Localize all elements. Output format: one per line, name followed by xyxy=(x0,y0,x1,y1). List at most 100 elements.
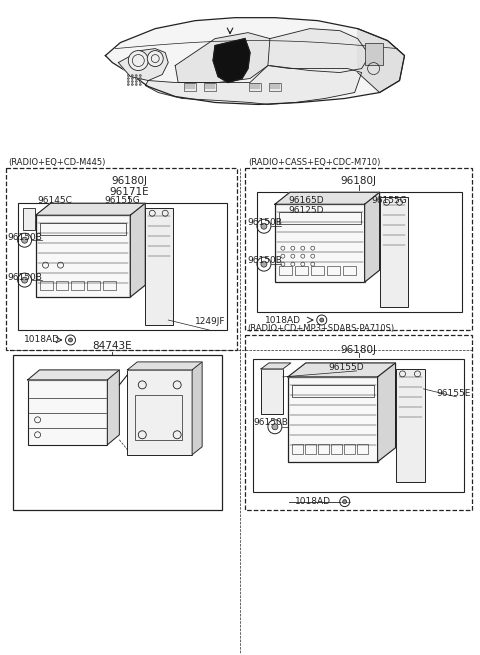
Text: 96180J: 96180J xyxy=(111,176,147,186)
Bar xyxy=(18,203,227,330)
Circle shape xyxy=(139,77,141,79)
Bar xyxy=(253,359,464,492)
Circle shape xyxy=(132,84,133,86)
Text: 96155G: 96155G xyxy=(372,196,408,205)
Bar xyxy=(28,380,108,445)
Circle shape xyxy=(132,81,133,83)
Polygon shape xyxy=(275,193,380,204)
Polygon shape xyxy=(106,18,405,105)
Text: 96150B: 96150B xyxy=(8,272,43,282)
Polygon shape xyxy=(358,29,405,92)
Bar xyxy=(87,281,100,290)
Bar xyxy=(275,204,365,282)
Polygon shape xyxy=(28,370,120,380)
Bar xyxy=(6,168,237,350)
Polygon shape xyxy=(261,363,291,369)
Text: 84743E: 84743E xyxy=(93,341,132,351)
Polygon shape xyxy=(192,362,202,455)
Text: 96150B: 96150B xyxy=(247,217,282,227)
Bar xyxy=(357,443,368,454)
Bar xyxy=(39,223,126,235)
Circle shape xyxy=(261,223,267,229)
Bar xyxy=(135,395,182,440)
Text: 96150B: 96150B xyxy=(247,255,282,265)
Text: 96150B: 96150B xyxy=(8,233,43,242)
Circle shape xyxy=(135,81,137,83)
Circle shape xyxy=(139,84,141,86)
Circle shape xyxy=(261,261,267,267)
Circle shape xyxy=(22,237,28,243)
Bar xyxy=(36,215,130,297)
Bar xyxy=(249,83,261,90)
Bar xyxy=(311,266,324,275)
Polygon shape xyxy=(378,363,396,462)
Bar xyxy=(365,43,383,65)
Text: 96155E: 96155E xyxy=(436,389,470,398)
Text: 1249JF: 1249JF xyxy=(194,317,225,326)
Text: 96150B: 96150B xyxy=(253,419,288,427)
Bar xyxy=(292,443,303,454)
Bar xyxy=(292,385,373,397)
Text: 1018AD: 1018AD xyxy=(24,335,60,345)
Bar xyxy=(288,377,378,462)
Polygon shape xyxy=(213,39,250,83)
Bar xyxy=(318,443,329,454)
Bar xyxy=(331,443,342,454)
Text: (RADIO+CD+MP3+SDARS-PA710S): (RADIO+CD+MP3+SDARS-PA710S) xyxy=(247,324,394,333)
Bar xyxy=(245,335,472,510)
Bar xyxy=(23,208,35,230)
Text: 1018AD: 1018AD xyxy=(265,316,301,324)
Bar xyxy=(103,281,116,290)
Circle shape xyxy=(127,75,129,77)
Bar xyxy=(344,443,355,454)
Text: 96155D: 96155D xyxy=(329,363,364,372)
Bar xyxy=(269,83,281,90)
Bar xyxy=(56,281,69,290)
Bar xyxy=(145,208,173,325)
Bar xyxy=(305,443,316,454)
Text: 96165D: 96165D xyxy=(289,196,324,205)
Circle shape xyxy=(139,75,141,77)
Circle shape xyxy=(135,75,137,77)
Text: (RADIO+EQ+CD-M445): (RADIO+EQ+CD-M445) xyxy=(9,159,106,167)
Circle shape xyxy=(127,77,129,79)
Text: 96145C: 96145C xyxy=(37,196,72,205)
Polygon shape xyxy=(288,363,396,377)
Bar xyxy=(204,83,216,90)
Polygon shape xyxy=(175,33,270,83)
Circle shape xyxy=(127,84,129,86)
Polygon shape xyxy=(119,48,168,81)
Text: 96125D: 96125D xyxy=(289,206,324,215)
Bar xyxy=(72,281,84,290)
Bar xyxy=(257,193,462,312)
Circle shape xyxy=(147,50,163,67)
Text: 96180J: 96180J xyxy=(341,176,377,186)
Bar xyxy=(184,83,196,90)
Circle shape xyxy=(132,75,133,77)
Polygon shape xyxy=(108,370,120,445)
Bar xyxy=(127,370,192,455)
Polygon shape xyxy=(36,203,145,215)
Circle shape xyxy=(135,84,137,86)
Circle shape xyxy=(272,424,278,430)
Bar xyxy=(396,369,425,481)
Text: 96155G: 96155G xyxy=(105,196,140,205)
Circle shape xyxy=(132,77,133,79)
Polygon shape xyxy=(127,362,202,370)
Text: 96171E: 96171E xyxy=(109,187,149,197)
Polygon shape xyxy=(145,66,361,105)
Circle shape xyxy=(69,338,72,342)
Bar xyxy=(12,355,222,510)
Polygon shape xyxy=(365,193,380,282)
Bar xyxy=(39,281,52,290)
Bar xyxy=(245,168,472,330)
Text: 96180J: 96180J xyxy=(341,345,377,355)
Text: (RADIO+CASS+EQ+CDC-M710): (RADIO+CASS+EQ+CDC-M710) xyxy=(248,159,380,167)
Bar xyxy=(380,197,408,307)
Bar xyxy=(279,266,292,275)
Circle shape xyxy=(128,50,148,71)
Bar xyxy=(261,369,283,414)
Bar xyxy=(343,266,356,275)
Bar xyxy=(279,212,360,224)
Circle shape xyxy=(135,77,137,79)
